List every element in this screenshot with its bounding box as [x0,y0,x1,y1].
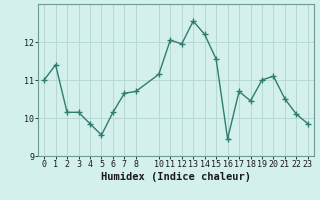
X-axis label: Humidex (Indice chaleur): Humidex (Indice chaleur) [101,172,251,182]
